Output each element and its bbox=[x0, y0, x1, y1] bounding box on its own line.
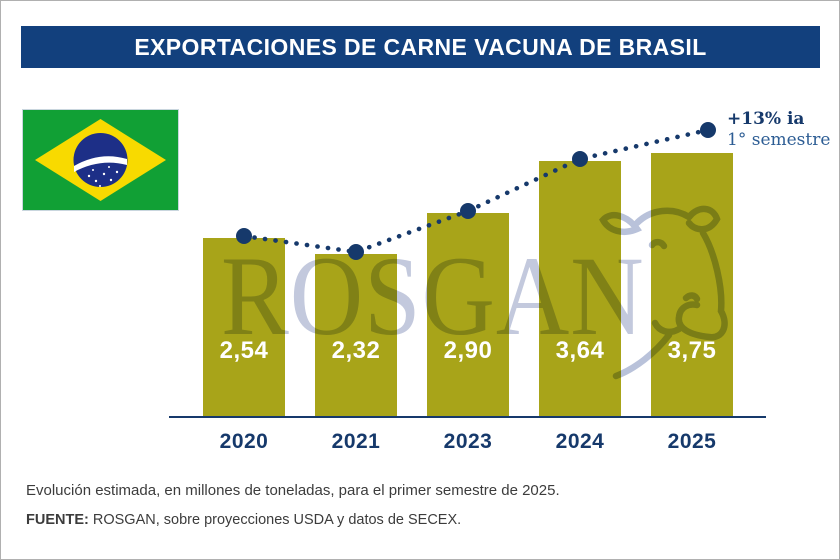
chart-footnote: Evolución estimada, en millones de tonel… bbox=[26, 482, 560, 499]
cow-head-watermark-icon bbox=[599, 205, 728, 380]
bar-2021 bbox=[315, 254, 397, 416]
annotation-growth-value: +13% ia bbox=[727, 109, 805, 129]
source-text: ROSGAN, sobre proyecciones USDA y datos … bbox=[88, 512, 462, 528]
title-bar: EXPORTACIONES DE CARNE VACUNA DE BRASIL bbox=[21, 26, 820, 68]
page-title: EXPORTACIONES DE CARNE VACUNA DE BRASIL bbox=[134, 33, 707, 60]
brazil-flag bbox=[22, 109, 179, 211]
growth-annotation: +13% ia 1° semestre bbox=[727, 109, 830, 151]
x-axis-line bbox=[169, 416, 766, 418]
rosgan-watermark: ROSGAN bbox=[221, 234, 645, 359]
bar-2020 bbox=[203, 238, 285, 416]
flag-stars bbox=[87, 166, 119, 187]
annotation-period: 1° semestre bbox=[727, 130, 831, 150]
flag-white-band bbox=[74, 156, 127, 172]
source-line: FUENTE: ROSGAN, sobre proyecciones USDA … bbox=[26, 512, 461, 528]
source-label: FUENTE: bbox=[26, 512, 89, 528]
